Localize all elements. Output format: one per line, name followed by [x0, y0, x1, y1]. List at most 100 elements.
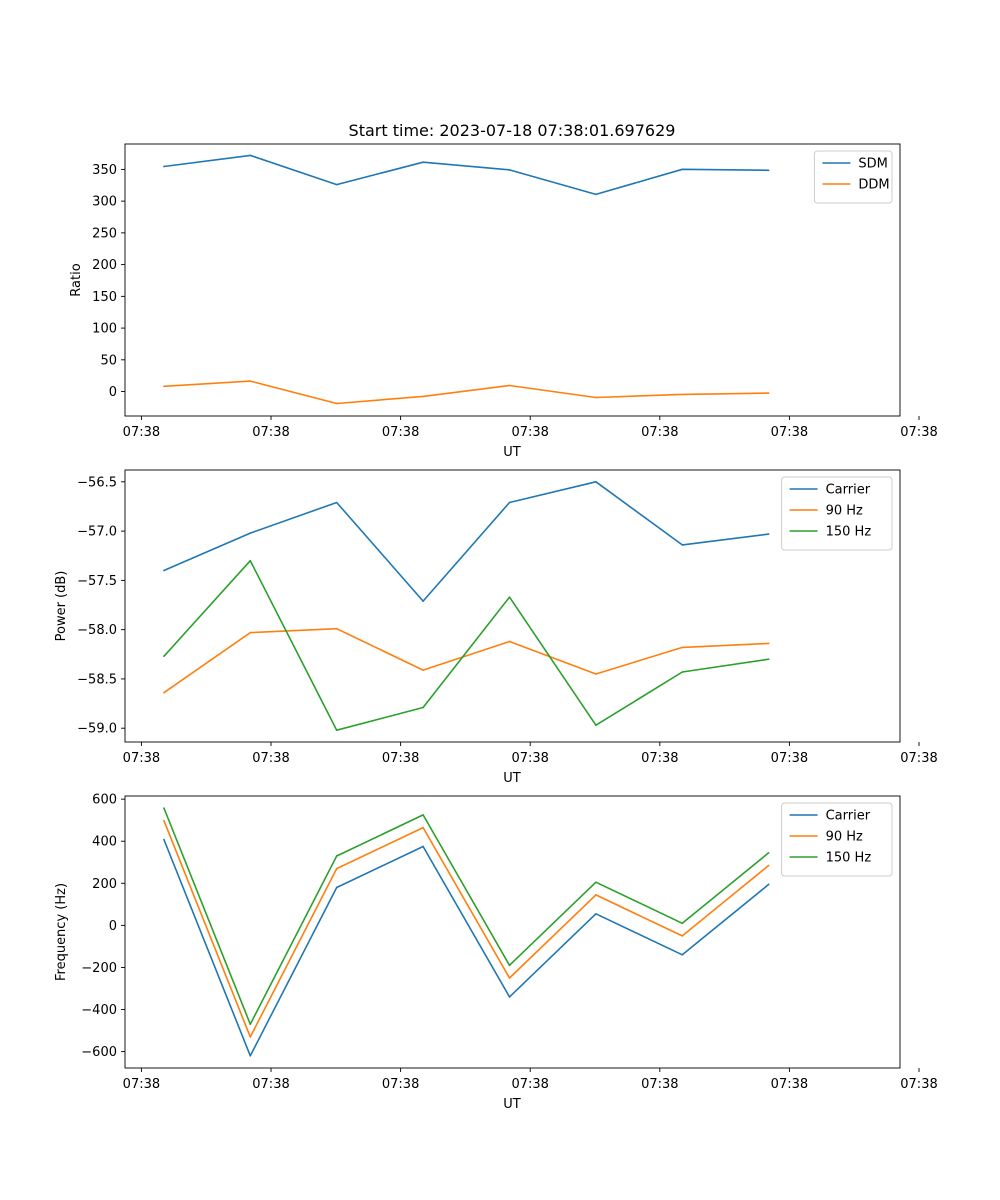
frequency-legend-label: 150 Hz [826, 851, 872, 866]
frequency-series-150-hz-point [335, 855, 338, 857]
ratio-series-sdm-point [335, 183, 338, 186]
frequency-series-carrier-point [422, 845, 424, 848]
ratio-series-ddm-point [422, 395, 424, 398]
frequency-series-150-hz-point [508, 964, 511, 967]
frequency-ytick-label: −600 [81, 1045, 117, 1060]
ratio-ytick-label: 250 [92, 226, 117, 241]
ratio-ytick-label: 150 [92, 290, 117, 305]
ratio-series-ddm-point [595, 396, 597, 399]
ratio-series-ddm-point [163, 385, 165, 388]
ratio-series-sdm-point [595, 193, 597, 196]
frequency-series-150-hz-point [163, 807, 165, 809]
ratio-xtick-label: 07:38 [641, 425, 678, 440]
frequency-series-90-hz-point [249, 1036, 252, 1038]
ratio-ylabel: Ratio [69, 263, 84, 296]
frequency-legend: Carrier 90 Hz 150 Hz [781, 802, 893, 877]
ratio-series-sdm-line [163, 154, 769, 196]
power-series-90-hz-line [163, 627, 769, 694]
frequency-series-150-hz-point [767, 851, 770, 854]
frequency-series-carrier-point [767, 883, 770, 886]
frequency-series-carrier-point [595, 913, 597, 915]
power-ytick-label: −58.0 [77, 623, 117, 638]
power-series-90-hz-point [422, 669, 424, 671]
figure-title: Start time: 2023-07-18 07:38:01.697629 [349, 121, 676, 140]
ratio-xtick-label: 07:38 [252, 425, 289, 440]
power-xlabel: UT [503, 771, 521, 786]
ratio-legend-box [813, 150, 893, 204]
frequency-ylabel: Frequency (Hz) [54, 883, 69, 981]
frequency-xtick-label: 07:38 [252, 1077, 289, 1092]
power-xtick-label: 07:38 [641, 751, 678, 766]
power-series-90-hz-point [681, 646, 684, 649]
power-series-carrier-point [681, 544, 684, 546]
power-ytick-label: −59.0 [77, 722, 117, 737]
power-xtick-label: 07:38 [511, 751, 548, 766]
frequency-legend-label: Carrier [826, 809, 871, 824]
power-series-carrier-point [163, 569, 165, 572]
ratio-series-ddm-point [681, 393, 684, 396]
frequency-legend-label: 90 Hz [826, 830, 863, 845]
power-series-carrier-point [335, 501, 338, 504]
ratio-axes-frame [124, 143, 901, 417]
frequency-series-150-hz-point [595, 881, 597, 884]
frequency-series-90-hz-point [422, 826, 424, 829]
power-axes-frame [124, 469, 901, 743]
power-series-150-hz-point [249, 559, 252, 562]
frequency-series-150-hz-line [163, 807, 770, 1025]
power-series-150-hz-point [163, 655, 165, 658]
frequency-xtick-label: 07:38 [900, 1077, 937, 1092]
frequency-ytick-label: 0 [109, 919, 117, 934]
ratio-series-ddm-line [163, 380, 769, 405]
frequency-xtick-label: 07:38 [511, 1077, 548, 1092]
power-series-150-hz-point [767, 658, 770, 661]
ratio-series-ddm-point [508, 384, 511, 387]
ratio-ytick-label: 0 [109, 385, 117, 400]
ratio-xtick-label: 07:38 [123, 425, 160, 440]
ratio-series-ddm-point [767, 392, 770, 394]
power-series-150-hz-point [681, 671, 684, 673]
ratio-series-ddm-point [335, 402, 338, 405]
ratio-series-sdm-point [681, 168, 684, 171]
frequency-series-90-hz-point [767, 864, 770, 867]
power-series-90-hz-point [508, 640, 511, 643]
power-ytick-label: −57.5 [77, 574, 117, 589]
power-ytick-label: −56.5 [77, 475, 117, 490]
power-legend-label: 150 Hz [826, 525, 872, 540]
power-legend: Carrier 90 Hz 150 Hz [781, 476, 893, 551]
frequency-ytick-label: −400 [81, 1003, 117, 1018]
frequency-series-carrier-point [163, 838, 165, 841]
ratio-legend-label: DDM [858, 178, 889, 193]
ratio-xtick-label: 07:38 [900, 425, 937, 440]
ratio-series-sdm-point [249, 154, 252, 157]
frequency-series-150-hz-point [249, 1023, 252, 1026]
power-series-90-hz-point [335, 627, 338, 630]
ratio-legend-label: SDM [858, 157, 887, 172]
ratio-xtick-label: 07:38 [382, 425, 419, 440]
ratio-series-sdm-point [163, 165, 165, 168]
power-series-150-hz-line [163, 559, 769, 732]
power-series-carrier-point [422, 600, 424, 602]
power-legend-label: Carrier [826, 483, 871, 498]
ratio-ytick-label: 200 [92, 258, 117, 273]
power-series-90-hz-point [249, 631, 252, 634]
power-series-150-hz-point [595, 724, 597, 727]
frequency-series-150-hz-point [681, 922, 684, 925]
power-series-90-hz-point [767, 642, 770, 645]
frequency-ytick-label: −200 [81, 961, 117, 976]
power-series-90-hz-point [595, 673, 597, 675]
ratio-ytick-label: 50 [100, 353, 117, 368]
frequency-axes-frame [124, 795, 901, 1069]
power-xtick-label: 07:38 [252, 751, 289, 766]
ratio-ytick-label: 350 [92, 163, 117, 178]
power-ylabel: Power (dB) [54, 571, 69, 642]
power-xtick-label: 07:38 [382, 751, 419, 766]
panel-ratio: 0 50 100 150 200 250 300 350 07:38 07:38 07:38 07:3… [69, 143, 938, 460]
frequency-series-carrier-point [249, 1054, 252, 1057]
power-series-90-hz-point [163, 691, 165, 694]
frequency-series-90-hz-point [335, 867, 338, 870]
power-ytick-label: −57.0 [77, 525, 117, 540]
frequency-ytick-label: 400 [92, 835, 117, 850]
power-series-150-hz-point [422, 706, 424, 709]
frequency-series-90-hz-point [595, 894, 597, 896]
